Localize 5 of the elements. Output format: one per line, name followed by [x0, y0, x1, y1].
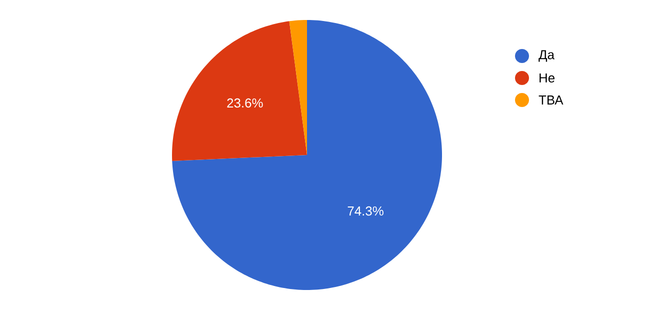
legend-label: ТВА	[538, 96, 564, 104]
legend-label: Не	[540, 73, 554, 83]
data-label: 23.6%	[227, 98, 263, 108]
legend-label: Да	[538, 50, 554, 62]
data-label: 74.3%	[348, 206, 384, 216]
